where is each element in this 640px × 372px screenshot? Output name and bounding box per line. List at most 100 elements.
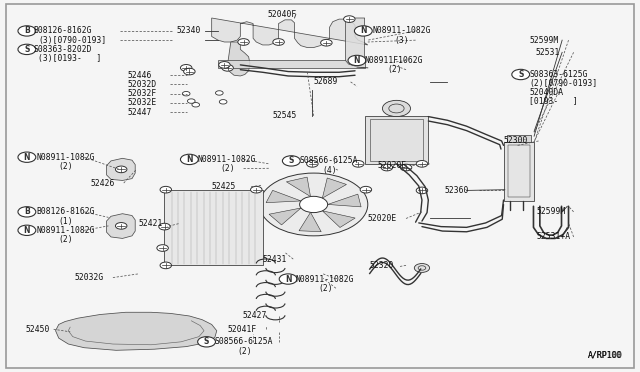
Text: 52032G: 52032G	[75, 273, 104, 282]
Text: 52360: 52360	[444, 186, 468, 195]
Polygon shape	[106, 214, 135, 238]
Circle shape	[18, 152, 36, 162]
Bar	[365, 116, 428, 164]
Text: 52450: 52450	[26, 325, 50, 334]
Circle shape	[273, 39, 284, 45]
Text: S: S	[204, 337, 209, 346]
Polygon shape	[286, 177, 310, 196]
Text: 52425: 52425	[212, 182, 236, 191]
Text: S: S	[289, 156, 294, 166]
Circle shape	[216, 91, 223, 95]
Circle shape	[282, 156, 300, 166]
Circle shape	[222, 64, 234, 71]
Text: S08363-8202D: S08363-8202D	[33, 45, 92, 54]
Text: 52447: 52447	[127, 108, 152, 117]
Circle shape	[353, 161, 364, 167]
Circle shape	[188, 99, 195, 103]
Circle shape	[18, 44, 36, 55]
Circle shape	[250, 186, 262, 193]
Polygon shape	[328, 194, 361, 207]
Text: 52599M: 52599M	[537, 207, 566, 217]
Polygon shape	[323, 211, 355, 227]
Text: N08911-1082G: N08911-1082G	[36, 226, 95, 235]
Text: S08566-6125A: S08566-6125A	[300, 156, 358, 166]
Text: 52426: 52426	[91, 179, 115, 187]
Circle shape	[180, 64, 192, 71]
Polygon shape	[299, 212, 321, 232]
Circle shape	[416, 187, 428, 194]
Text: 52340: 52340	[177, 26, 201, 35]
Circle shape	[160, 262, 172, 269]
Circle shape	[321, 39, 332, 46]
Text: A/RP100: A/RP100	[588, 350, 623, 360]
Circle shape	[115, 222, 127, 229]
Circle shape	[18, 225, 36, 235]
Circle shape	[18, 207, 36, 217]
Text: N: N	[24, 226, 30, 235]
Text: 52431: 52431	[262, 254, 287, 264]
Text: N08911-1082G: N08911-1082G	[372, 26, 431, 35]
Text: B: B	[24, 26, 29, 35]
Polygon shape	[228, 42, 250, 76]
Text: (3)[0193-   ]: (3)[0193- ]	[38, 54, 102, 63]
Bar	[508, 145, 530, 197]
Text: N08911-1082G: N08911-1082G	[36, 153, 95, 162]
Text: B08126-8162G: B08126-8162G	[33, 26, 92, 35]
Circle shape	[259, 173, 368, 236]
Circle shape	[220, 100, 227, 104]
Text: 52531+A: 52531+A	[537, 232, 571, 241]
Text: (4): (4)	[322, 166, 337, 174]
Text: N: N	[24, 153, 30, 162]
Text: 52320: 52320	[370, 261, 394, 270]
Circle shape	[414, 263, 429, 272]
Text: (2): (2)	[387, 65, 401, 74]
Circle shape	[383, 100, 410, 116]
Text: 52545: 52545	[272, 111, 296, 121]
Text: A/RP100: A/RP100	[588, 350, 621, 360]
Circle shape	[219, 62, 230, 68]
Circle shape	[400, 164, 412, 171]
Text: 52689: 52689	[314, 77, 338, 86]
Circle shape	[184, 68, 195, 75]
Text: (2): (2)	[237, 347, 252, 356]
Circle shape	[355, 26, 372, 36]
Bar	[164, 190, 262, 265]
Text: 52421: 52421	[138, 219, 163, 228]
Text: (2): (2)	[59, 235, 74, 244]
Text: N08911-1082G: N08911-1082G	[296, 275, 355, 283]
Text: B: B	[24, 207, 29, 217]
Text: S08363-6125G: S08363-6125G	[529, 70, 588, 79]
Text: [0193-   ]: [0193- ]	[529, 97, 578, 106]
Text: 52427: 52427	[243, 311, 267, 320]
Circle shape	[18, 26, 36, 36]
Text: (1): (1)	[59, 217, 74, 225]
Circle shape	[198, 337, 216, 347]
Text: 52446: 52446	[127, 71, 152, 80]
Text: (3)[0790-0193]: (3)[0790-0193]	[38, 36, 107, 45]
Circle shape	[416, 161, 428, 167]
Circle shape	[381, 164, 393, 171]
Circle shape	[360, 186, 372, 193]
Text: S: S	[24, 45, 29, 54]
Text: N: N	[186, 155, 193, 164]
Text: 52300: 52300	[504, 137, 528, 145]
Circle shape	[512, 69, 530, 80]
Text: (2): (2)	[59, 162, 74, 171]
Text: N08911F1062G: N08911F1062G	[365, 56, 423, 65]
Polygon shape	[218, 61, 365, 68]
Polygon shape	[269, 208, 301, 225]
Circle shape	[115, 166, 127, 173]
Polygon shape	[212, 18, 368, 48]
Circle shape	[180, 154, 198, 164]
Circle shape	[160, 186, 172, 193]
Circle shape	[300, 196, 328, 212]
Text: 52599M: 52599M	[529, 36, 558, 45]
Polygon shape	[106, 158, 135, 180]
Text: S08566-6125A: S08566-6125A	[215, 337, 273, 346]
Text: N: N	[360, 26, 367, 35]
Circle shape	[157, 245, 168, 251]
Circle shape	[159, 223, 170, 230]
Text: 52032F: 52032F	[127, 89, 157, 98]
Bar	[504, 142, 534, 201]
Text: (2)[0790-0193]: (2)[0790-0193]	[529, 79, 597, 88]
